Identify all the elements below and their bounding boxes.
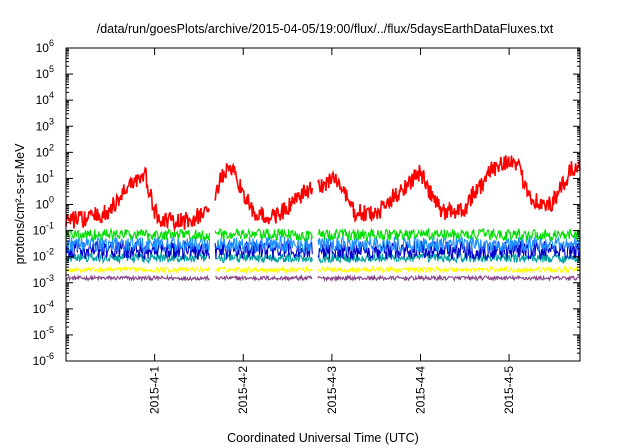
chart-title: /data/run/goesPlots/archive/2015-04-05/1… (97, 22, 554, 36)
series-line-1 (65, 227, 581, 243)
y-tick-label: 10-4 (33, 299, 54, 316)
series-line-0 (65, 155, 581, 232)
y-tick-label: 10-3 (33, 273, 54, 290)
y-tick-label: 105 (36, 64, 54, 81)
x-axis-label: Coordinated Universal Time (UTC) (227, 431, 419, 445)
y-tick-label: 103 (36, 116, 54, 133)
x-tick-label: 2015-4-1 (148, 366, 162, 414)
x-tick-label: 2015-4-4 (413, 366, 427, 414)
y-axis: 10-6 10-5 10-4 10-3 10-2 10-1 100 101 102 103 104 1… (33, 38, 580, 368)
series-line-2 (65, 234, 581, 254)
x-tick-label: 2015-4-3 (325, 366, 339, 414)
y-tick-label: 106 (36, 38, 54, 55)
y-tick-label: 10-2 (33, 247, 54, 264)
x-axis: 2015-4-1 2015-4-2 2015-4-3 2015-4-4 2015-4-5 (148, 48, 516, 414)
plot-frame (65, 47, 581, 362)
series-line-5 (65, 264, 581, 275)
series-line-4 (65, 251, 581, 265)
y-axis-label: protons/cm²-s-sr-MeV (13, 143, 27, 265)
y-tick-label: 10-1 (33, 221, 54, 238)
y-tick-label: 100 (36, 195, 54, 212)
y-tick-label: 102 (36, 142, 54, 159)
x-tick-label: 2015-4-5 (502, 366, 516, 414)
y-tick-label: 10-5 (33, 325, 54, 342)
y-tick-label: 10-6 (33, 351, 54, 368)
y-tick-label: 101 (36, 168, 54, 185)
x-tick-label: 2015-4-2 (236, 366, 250, 414)
series-layer (65, 155, 581, 283)
y-tick-label: 104 (36, 90, 54, 107)
series-line-6 (66, 273, 581, 283)
